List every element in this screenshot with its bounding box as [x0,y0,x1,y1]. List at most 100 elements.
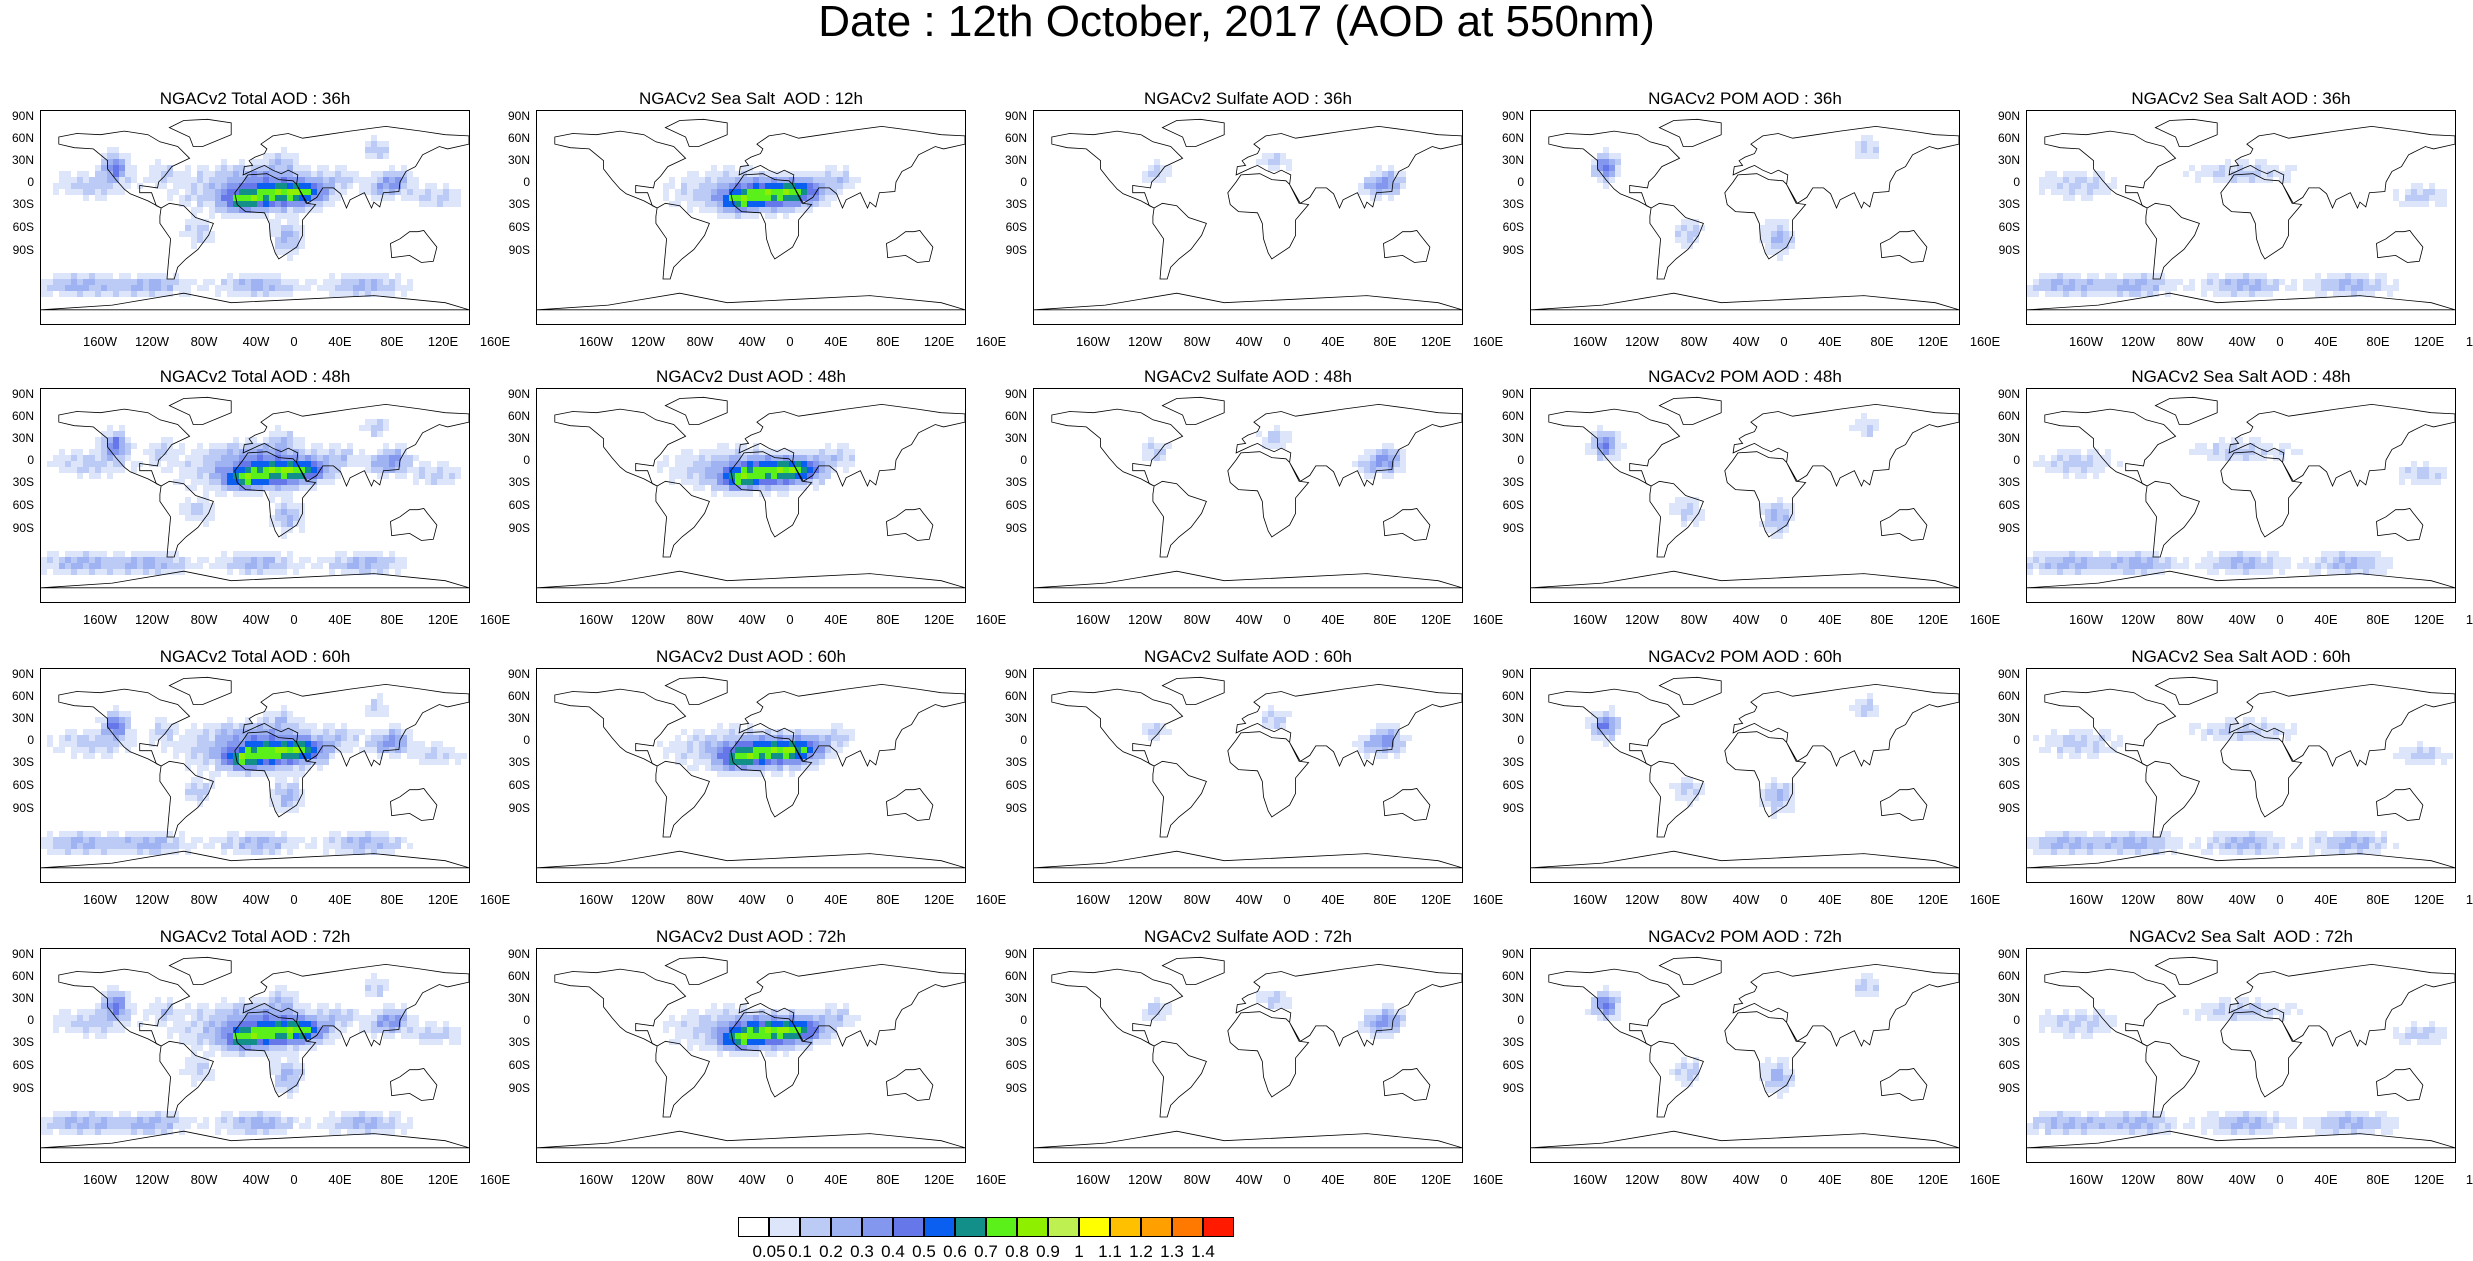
aod-cell [269,735,275,741]
aod-cell [389,1117,395,1123]
aod-cell [209,213,215,219]
aod-cell [1783,225,1789,231]
aod-cell [311,723,317,729]
aod-cell [699,183,705,189]
aod-cell [1388,195,1394,201]
aod-cell [2075,563,2081,569]
aod-cell [191,219,197,225]
aod-cell [2333,837,2339,843]
aod-cell [221,1039,227,1045]
aod-cell [311,563,317,569]
aod-cell [1370,467,1376,473]
aod-cell [329,177,335,183]
aod-cell [227,279,233,285]
aod-cell [705,461,711,467]
aod-cell [131,1003,137,1009]
aod-cell [179,1015,185,1021]
aod-cell [819,759,825,765]
aod-cell [251,753,257,759]
aod-cell [2069,285,2075,291]
aod-cell [2153,557,2159,563]
aod-cell [293,723,299,729]
aod-cell [389,1015,395,1021]
aod-cell [107,285,113,291]
aod-cell [837,729,843,735]
aod-cell [407,285,413,291]
aod-cell [365,183,371,189]
aod-cell [425,467,431,473]
aod-cell [83,735,89,741]
aod-cell [203,1033,209,1039]
aod-cell [245,1027,251,1033]
aod-cell [221,1027,227,1033]
aod-cell [377,1027,383,1033]
aod-cell [167,165,173,171]
aod-cell [305,461,311,467]
aod-cell [2357,279,2363,285]
lon-tick-label: 120E [919,335,959,348]
aod-cell [2423,753,2429,759]
lat-tick-label: 90S [1490,802,1524,814]
aod-cell [2219,177,2225,183]
lon-tick-label: 40E [1810,893,1850,906]
aod-cell [305,1003,311,1009]
aod-cell [825,455,831,461]
aod-cell [191,843,197,849]
lon-tick-label: 0 [2260,893,2300,906]
aod-cell [2219,437,2225,443]
aod-cell [807,467,813,473]
aod-cell [269,1021,275,1027]
aod-cell [323,467,329,473]
aod-cell [407,729,413,735]
aod-cell [101,1111,107,1117]
aod-cell [1364,183,1370,189]
aod-cell [233,1009,239,1015]
aod-cell [191,189,197,195]
aod-cell [233,729,239,735]
aod-cell [293,249,299,255]
aod-cell [377,147,383,153]
aod-cell [203,1009,209,1015]
aod-cell [233,279,239,285]
lon-tick-label: 0 [274,335,314,348]
aod-cell [239,273,245,279]
aod-cell [2063,741,2069,747]
aod-cell [419,467,425,473]
aod-cell [2381,843,2387,849]
aod-cell [777,207,783,213]
aod-cell [365,1123,371,1129]
aod-cell [233,1003,239,1009]
aod-cell [281,753,287,759]
aod-cell [299,449,305,455]
aod-cell [2069,291,2075,297]
aod-cell [389,729,395,735]
aod-cell [377,461,383,467]
aod-cell [239,291,245,297]
aod-cell [2237,291,2243,297]
aod-cell [221,159,227,165]
aod-cell [377,1117,383,1123]
aod-cell [359,557,365,563]
aod-cell [89,551,95,557]
lon-tick-label: 0 [770,335,810,348]
aod-cell [2261,273,2267,279]
aod-cell [2423,747,2429,753]
aod-cell [41,285,47,291]
aod-cell [1789,243,1795,249]
aod-cell [1352,741,1358,747]
aod-cell [293,1045,299,1051]
aod-cell [227,1039,233,1045]
aod-cell [263,461,269,467]
aod-cell [281,711,287,717]
aod-cell [119,557,125,563]
aod-cell [125,183,131,189]
aod-cell [2075,291,2081,297]
lat-tick-label: 60N [0,410,34,422]
aod-cell [2423,479,2429,485]
aod-cell [2267,443,2273,449]
aod-cell [215,201,221,207]
aod-cell [311,455,317,461]
aod-cell [347,455,353,461]
aod-cell [2141,291,2147,297]
aod-cell [245,843,251,849]
